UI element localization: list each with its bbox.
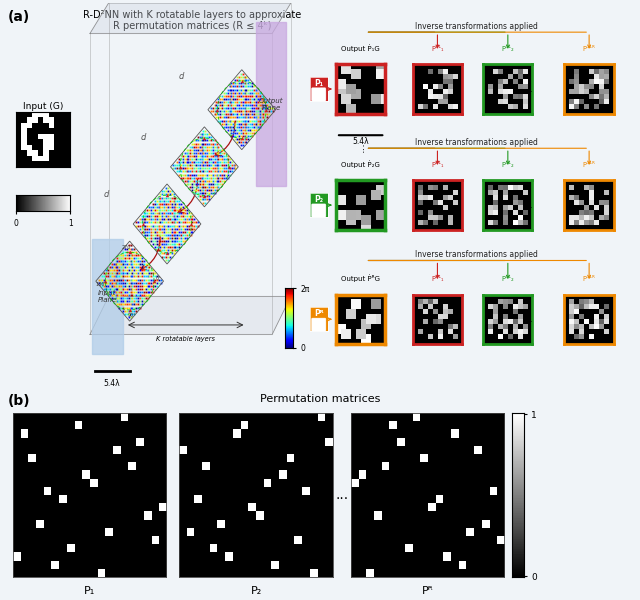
FancyBboxPatch shape: [312, 318, 326, 331]
Text: Output ṖᴿG: Output ṖᴿG: [341, 274, 380, 282]
Text: 90°: 90°: [128, 313, 136, 317]
Text: R-D²NN with K rotatable layers to approxiate
R permutation matrices (R ≤ 4ᵏ): R-D²NN with K rotatable layers to approx…: [83, 10, 301, 31]
Text: Output Ṗ₁G: Output Ṗ₁G: [341, 44, 380, 52]
Text: P₂: P₂: [250, 586, 262, 596]
Text: ...: ...: [523, 84, 533, 94]
Text: Inverse transformations applied: Inverse transformations applied: [415, 250, 538, 259]
Text: P⁻¹₂: P⁻¹₂: [502, 162, 514, 168]
Text: P⁻¹ᴿ: P⁻¹ᴿ: [582, 162, 596, 168]
Text: d: d: [179, 72, 184, 81]
Text: Pᴿ: Pᴿ: [314, 310, 323, 319]
Text: P₁: P₁: [84, 586, 95, 596]
Text: P⁻¹ᴿ: P⁻¹ᴿ: [582, 46, 596, 52]
Text: P⁻¹₁: P⁻¹₁: [431, 162, 444, 168]
FancyBboxPatch shape: [312, 88, 326, 101]
Text: Input
Plane: Input Plane: [98, 290, 117, 303]
Polygon shape: [90, 296, 291, 334]
Text: ...: ...: [335, 488, 348, 502]
Text: P₁: P₁: [314, 79, 323, 88]
Text: Inverse transformations applied: Inverse transformations applied: [415, 138, 538, 147]
FancyBboxPatch shape: [312, 204, 326, 217]
Text: P⁻¹₁: P⁻¹₁: [431, 46, 444, 52]
Text: ...: ...: [523, 314, 533, 324]
Text: ...: ...: [356, 142, 365, 152]
Text: Permutation matrices: Permutation matrices: [260, 394, 380, 404]
Text: P⁻¹₂: P⁻¹₂: [502, 46, 514, 52]
Text: ...: ...: [523, 200, 533, 210]
Title: Input (G): Input (G): [23, 103, 63, 112]
Text: Inverse transformations applied: Inverse transformations applied: [415, 22, 538, 31]
Text: P⁻¹₂: P⁻¹₂: [502, 276, 514, 282]
Polygon shape: [256, 22, 286, 186]
Text: Output
Plane: Output Plane: [259, 97, 284, 110]
Text: d: d: [141, 133, 147, 142]
Text: (b): (b): [8, 394, 30, 407]
Text: 5.4λ: 5.4λ: [353, 137, 369, 146]
Text: P⁻¹₁: P⁻¹₁: [431, 276, 444, 282]
Text: d: d: [104, 190, 109, 199]
Text: K rotatable layers: K rotatable layers: [156, 337, 215, 343]
Text: Pᴿ: Pᴿ: [422, 586, 433, 596]
Text: P⁻¹ᴿ: P⁻¹ᴿ: [582, 276, 596, 282]
Text: 5.4λ: 5.4λ: [104, 379, 120, 388]
Polygon shape: [90, 3, 291, 34]
Text: Output Ṗ₂G: Output Ṗ₂G: [341, 160, 380, 168]
Text: (a): (a): [8, 10, 30, 23]
Polygon shape: [92, 239, 123, 353]
Text: 180°: 180°: [95, 281, 107, 287]
Text: 270°: 270°: [121, 245, 133, 250]
Text: P₂: P₂: [314, 196, 323, 205]
Text: 0°: 0°: [156, 275, 161, 281]
